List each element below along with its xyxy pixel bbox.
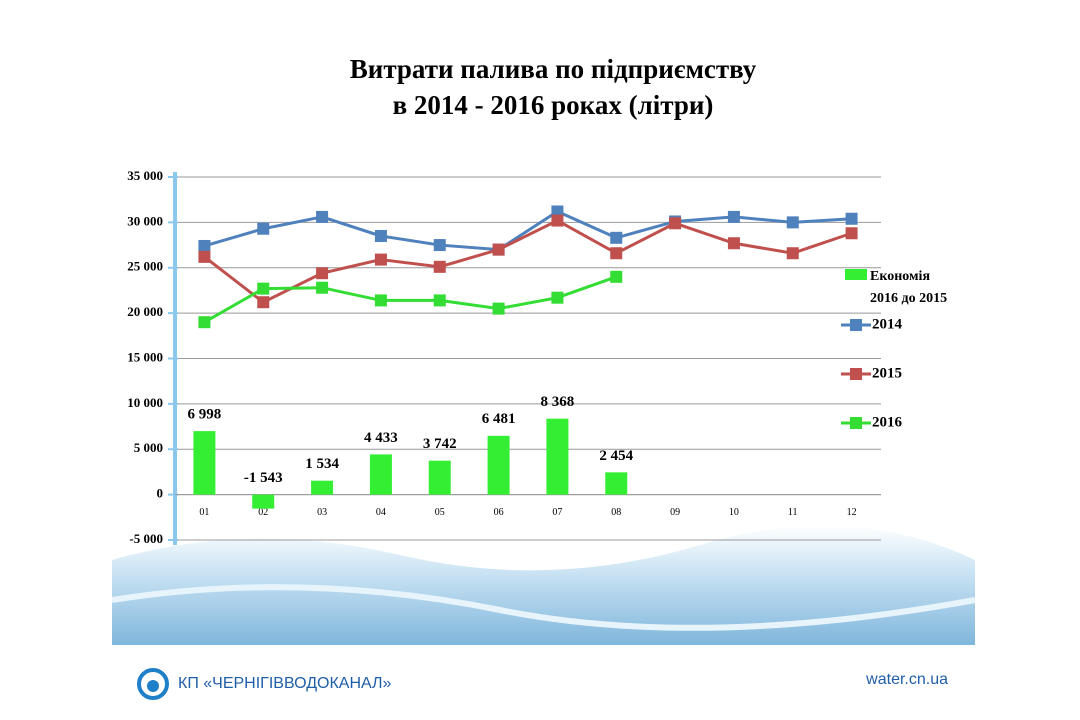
water-decoration xyxy=(112,525,975,645)
marker xyxy=(433,294,446,307)
x-tick-label: 03 xyxy=(317,507,327,518)
bar xyxy=(252,494,275,509)
bar xyxy=(605,472,628,495)
y-tick-label: -5 000 xyxy=(129,531,163,546)
marker xyxy=(551,214,564,227)
bar xyxy=(369,454,392,495)
bar xyxy=(193,431,216,495)
chart-subtitle: в 2014 - 2016 роках (літри) xyxy=(393,90,714,120)
marker xyxy=(374,253,387,266)
marker xyxy=(316,281,329,294)
y-tick-label: 10 000 xyxy=(127,395,163,410)
x-tick-label: 05 xyxy=(435,507,445,518)
bar xyxy=(428,460,451,495)
marker xyxy=(845,212,858,225)
marker xyxy=(786,216,799,229)
bar xyxy=(311,480,334,495)
legend-swatch xyxy=(845,269,867,280)
x-tick-label: 12 xyxy=(847,507,857,518)
marker xyxy=(198,239,211,252)
data-label: 6 998 xyxy=(188,407,222,423)
y-tick-label: 0 xyxy=(157,486,164,501)
x-tick-label: 08 xyxy=(611,507,621,518)
data-label: 6 481 xyxy=(482,411,516,427)
bar xyxy=(487,435,510,495)
line xyxy=(203,209,852,252)
line xyxy=(203,218,853,304)
legend-label: 2014 xyxy=(872,316,903,332)
marker xyxy=(551,291,564,304)
marker xyxy=(257,296,270,309)
legend-swatch xyxy=(850,319,862,331)
data-label: 1 534 xyxy=(305,456,339,472)
data-label: 4 433 xyxy=(364,430,398,446)
marker xyxy=(727,210,740,223)
marker xyxy=(316,210,329,223)
data-label: 3 742 xyxy=(423,436,457,452)
bar xyxy=(546,418,569,495)
marker xyxy=(610,231,623,244)
legend-swatch xyxy=(850,368,862,380)
legend-label: 2016 xyxy=(872,414,903,430)
y-tick-label: 25 000 xyxy=(127,259,163,274)
marker xyxy=(257,222,270,235)
marker xyxy=(845,227,858,240)
marker xyxy=(610,270,623,283)
marker xyxy=(492,243,505,256)
y-tick-label: 35 000 xyxy=(127,168,163,183)
x-tick-label: 06 xyxy=(494,507,504,518)
wave-decoration xyxy=(111,584,976,631)
marker xyxy=(198,250,211,263)
data-label: -1 543 xyxy=(244,470,283,486)
logo xyxy=(137,668,169,700)
organization: КП «ЧЕРНІГІВВОДОКАНАЛ» xyxy=(178,675,392,692)
marker xyxy=(786,247,799,260)
y-tick-label: 5 000 xyxy=(134,440,163,455)
x-tick-label: 10 xyxy=(729,507,739,518)
y-tick-label: 15 000 xyxy=(127,349,163,364)
marker xyxy=(316,267,329,280)
marker xyxy=(374,294,387,307)
marker xyxy=(669,217,682,230)
marker xyxy=(257,282,270,295)
legend-label: 2015 xyxy=(872,365,902,381)
y-tick-label: 30 000 xyxy=(127,213,163,228)
x-tick-label: 11 xyxy=(788,507,798,518)
legend-swatch xyxy=(850,417,862,429)
marker xyxy=(433,239,446,252)
x-tick-label: 07 xyxy=(552,507,562,518)
marker xyxy=(727,237,740,250)
chart-title: Витрати палива по підприємству xyxy=(350,54,757,84)
data-label: 8 368 xyxy=(541,394,575,410)
legend-label: Економія 2016 до 2015 xyxy=(870,269,948,306)
marker xyxy=(433,260,446,273)
line xyxy=(203,275,617,324)
website: water.cn.ua xyxy=(865,671,948,688)
marker xyxy=(610,247,623,260)
x-tick-label: 09 xyxy=(670,507,680,518)
marker xyxy=(492,302,505,315)
x-tick-label: 02 xyxy=(258,507,268,518)
logo xyxy=(147,680,159,692)
x-tick-label: 01 xyxy=(199,507,209,518)
y-tick-label: 20 000 xyxy=(127,304,163,319)
marker xyxy=(198,316,211,329)
x-tick-label: 04 xyxy=(376,507,386,518)
marker xyxy=(374,229,387,242)
data-label: 2 454 xyxy=(599,448,633,464)
marker xyxy=(551,205,564,218)
